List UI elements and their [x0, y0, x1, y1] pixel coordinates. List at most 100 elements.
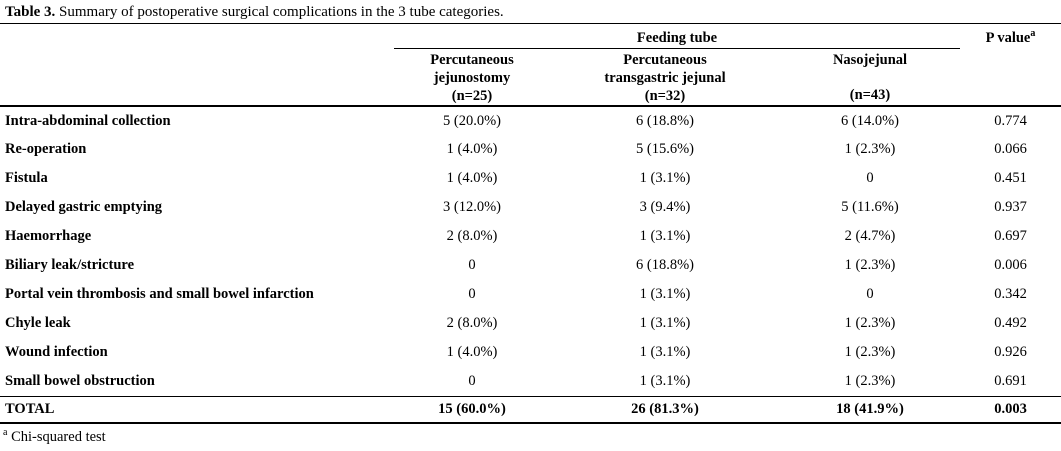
cell-pvalue: 0.066: [994, 141, 1027, 157]
cell-pvalue: 0.697: [994, 228, 1027, 244]
cell-value: 1 (2.3%): [844, 141, 896, 157]
column-header-row: Percutaneous jejunostomy (n=25) Percutane…: [0, 48, 1061, 107]
cell-value: 2 (8.0%): [446, 228, 498, 244]
column-header-n: (n=43): [849, 87, 891, 103]
row-label: Portal vein thrombosis and small bowel i…: [5, 286, 314, 302]
cell-value: 1 (3.1%): [639, 344, 691, 360]
cell-pvalue: 0.937: [994, 199, 1027, 215]
cell-value: 1 (3.1%): [639, 315, 691, 331]
column-header-content: Percutaneous jejunostomy (n=25): [394, 49, 550, 105]
cell-value: 1 (3.1%): [639, 170, 691, 186]
footnote: a Chi-squared test: [0, 424, 1061, 446]
group-header-row: Feeding tube P valuea: [0, 24, 1061, 107]
total-cell-value: 26 (81.3%): [550, 395, 780, 424]
cell-value: 5 (15.6%): [636, 141, 694, 157]
cell-pvalue: 0.926: [994, 344, 1027, 360]
column-header-percutaneous-transgastric-jejunal: Percutaneous transgastric jejunal (n=32): [550, 48, 780, 107]
row-label: Intra-abdominal collection: [5, 112, 171, 129]
total-row: TOTAL 15 (60.0%) 26 (81.3%) 18 (41.9%) 0…: [0, 395, 1061, 424]
cell-pvalue: 0.691: [994, 372, 1027, 389]
empty-header-cell: [0, 24, 394, 49]
table-row: Chyle leak 2 (8.0%) 1 (3.1%) 1 (2.3%) 0.…: [0, 309, 1061, 338]
table-row: Intra-abdominal collection 5 (20.0%) 6 (…: [0, 106, 1061, 135]
cell-value: 2 (8.0%): [446, 315, 498, 331]
pvalue-header-superscript: a: [1030, 28, 1036, 40]
cell-value: 1 (4.0%): [446, 141, 498, 157]
column-header-line1: Nasojejunal: [832, 52, 908, 68]
complications-table: Feeding tube P valuea Percutaneous jejuno…: [0, 24, 1061, 424]
cell-value: 0: [866, 170, 874, 186]
row-label: Wound infection: [5, 344, 108, 360]
cell-value: 0: [468, 257, 476, 273]
footnote-superscript: a: [3, 427, 8, 439]
cell-value: 6 (18.8%): [636, 112, 694, 129]
cell-value: 0: [468, 372, 476, 389]
column-header-line2: transgastric jejunal: [604, 70, 726, 86]
column-header-n: (n=25): [451, 88, 493, 104]
total-row-label: TOTAL: [0, 395, 394, 424]
total-cell-value: 18 (41.9%): [780, 395, 960, 424]
table-title-label: Table 3.: [5, 4, 56, 20]
column-header-content: Nasojejunal (n=43): [780, 49, 960, 105]
cell-value: 1 (2.3%): [844, 257, 896, 273]
column-header-line1: Percutaneous: [623, 52, 707, 68]
row-label: Biliary leak/stricture: [5, 257, 134, 273]
table-row: Fistula 1 (4.0%) 1 (3.1%) 0 0.451: [0, 164, 1061, 193]
cell-value: 1 (3.1%): [639, 372, 691, 389]
column-header-line1: Percutaneous: [430, 52, 514, 68]
table-row: Re-operation 1 (4.0%) 5 (15.6%) 1 (2.3%)…: [0, 135, 1061, 164]
table-body: Intra-abdominal collection 5 (20.0%) 6 (…: [0, 106, 1061, 424]
table-title-text: Summary of postoperative surgical compli…: [55, 4, 504, 20]
cell-value: 2 (4.7%): [844, 228, 896, 244]
cell-value: 6 (14.0%): [841, 112, 899, 129]
cell-value: 1 (4.0%): [446, 344, 498, 360]
column-header-name: Percutaneous jejunostomy: [394, 51, 550, 87]
column-header-name: Percutaneous transgastric jejunal: [550, 51, 780, 87]
table-row: Wound infection 1 (4.0%) 1 (3.1%) 1 (2.3…: [0, 338, 1061, 367]
cell-value: 1 (2.3%): [844, 315, 896, 331]
cell-value: 1 (2.3%): [844, 344, 896, 360]
cell-pvalue: 0.492: [994, 315, 1027, 331]
row-label: Delayed gastric emptying: [5, 199, 163, 215]
footnote-text: Chi-squared test: [7, 429, 106, 445]
table-row: Small bowel obstruction 0 1 (3.1%) 1 (2.…: [0, 367, 1061, 396]
pvalue-column-header: P valuea: [960, 24, 1061, 107]
cell-pvalue: 0.451: [994, 170, 1027, 186]
cell-pvalue: 0.774: [994, 112, 1027, 129]
cell-value: 5 (20.0%): [443, 112, 501, 129]
feeding-tube-group-header: Feeding tube: [394, 24, 960, 49]
cell-value: 1 (3.1%): [639, 286, 691, 302]
row-label: Small bowel obstruction: [5, 372, 155, 389]
row-label: Haemorrhage: [5, 228, 92, 244]
table-row: Biliary leak/stricture 0 6 (18.8%) 1 (2.…: [0, 251, 1061, 280]
row-label: Chyle leak: [5, 315, 71, 331]
column-header-percutaneous-jejunostomy: Percutaneous jejunostomy (n=25): [394, 48, 550, 107]
cell-value: 0: [468, 286, 476, 302]
cell-value: 0: [866, 286, 874, 302]
empty-header-cell: [0, 48, 394, 107]
pvalue-header-text: P value: [985, 30, 1031, 46]
row-label: Fistula: [5, 170, 48, 186]
column-header-n: (n=32): [644, 88, 686, 104]
cell-value: 1 (4.0%): [446, 170, 498, 186]
cell-value: 3 (9.4%): [639, 199, 691, 215]
cell-pvalue: 0.342: [994, 286, 1027, 302]
total-cell-value: 15 (60.0%): [394, 395, 550, 424]
cell-value: 3 (12.0%): [443, 199, 501, 215]
table-title: Table 3. Summary of postoperative surgic…: [0, 0, 1061, 24]
table-header: Feeding tube P valuea Percutaneous jejuno…: [0, 24, 1061, 107]
cell-value: 1 (2.3%): [844, 372, 896, 389]
total-cell-pvalue: 0.003: [960, 395, 1061, 424]
table-row: Delayed gastric emptying 3 (12.0%) 3 (9.…: [0, 193, 1061, 222]
column-header-line2: jejunostomy: [433, 70, 511, 86]
cell-value: 1 (3.1%): [639, 228, 691, 244]
table-row: Portal vein thrombosis and small bowel i…: [0, 280, 1061, 309]
cell-value: 5 (11.6%): [841, 199, 899, 215]
column-header-nasojejunal: Nasojejunal (n=43): [780, 48, 960, 107]
cell-pvalue: 0.006: [994, 257, 1027, 273]
column-header-content: Percutaneous transgastric jejunal (n=32): [550, 49, 780, 105]
row-label: Re-operation: [5, 141, 87, 157]
table-row: Haemorrhage 2 (8.0%) 1 (3.1%) 2 (4.7%) 0…: [0, 222, 1061, 251]
column-header-name: Nasojejunal: [780, 51, 960, 69]
